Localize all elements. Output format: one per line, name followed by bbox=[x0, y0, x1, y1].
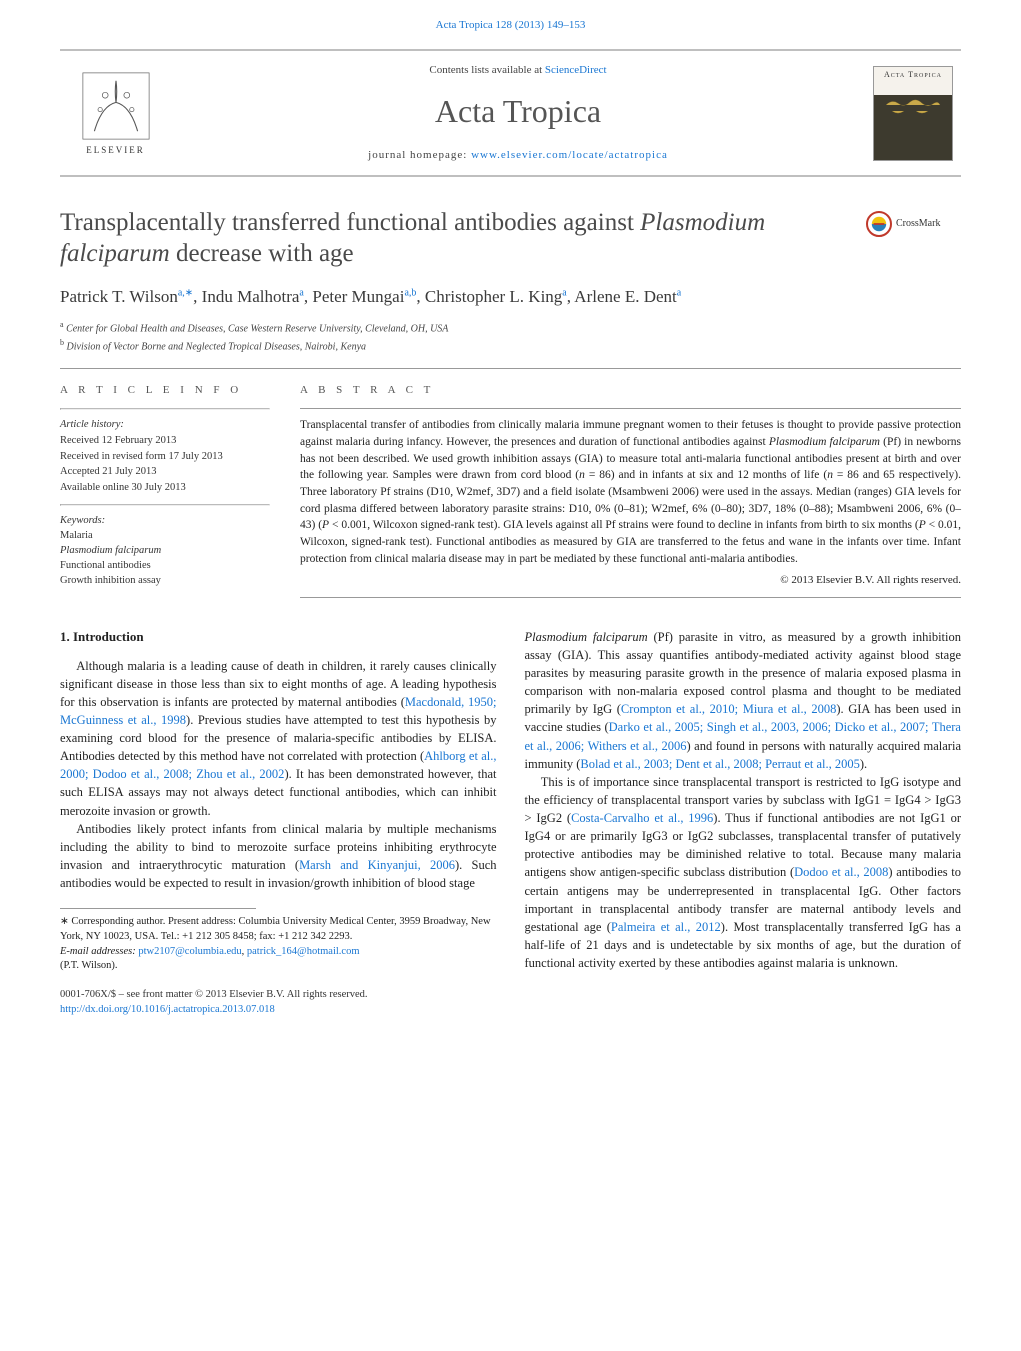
issn-line: 0001-706X/$ – see front matter © 2013 El… bbox=[60, 988, 961, 1003]
homepage-link[interactable]: www.elsevier.com/locate/actatropica bbox=[471, 149, 668, 161]
affiliation: b Division of Vector Borne and Neglected… bbox=[60, 337, 961, 354]
keywords-label: Keywords: bbox=[60, 514, 270, 529]
corresponding-author: ∗ Corresponding author. Present address:… bbox=[60, 915, 497, 944]
section-heading: 1. Introduction bbox=[60, 628, 497, 647]
abstract-text: Transplacental transfer of antibodies fr… bbox=[300, 417, 961, 567]
sciencedirect-link[interactable]: ScienceDirect bbox=[545, 64, 607, 76]
abstract: A B S T R A C T Transplacental transfer … bbox=[300, 383, 961, 598]
world-map-icon bbox=[883, 90, 943, 120]
citation-link[interactable]: Acta Tropica 128 (2013) 149–153 bbox=[436, 19, 586, 31]
article-info: A R T I C L E I N F O Article history: R… bbox=[60, 383, 270, 598]
doi-link[interactable]: http://dx.doi.org/10.1016/j.actatropica.… bbox=[60, 1004, 275, 1015]
footnotes: ∗ Corresponding author. Present address:… bbox=[60, 915, 497, 974]
contents-line: Contents lists available at ScienceDirec… bbox=[163, 63, 873, 78]
abstract-heading: A B S T R A C T bbox=[300, 383, 961, 398]
citation-line: Acta Tropica 128 (2013) 149–153 bbox=[0, 0, 1021, 41]
elsevier-text: ELSEVIER bbox=[86, 144, 145, 157]
journal-cover-title: Acta Tropica bbox=[884, 69, 942, 80]
email-link[interactable]: patrick_164@hotmail.com bbox=[247, 946, 360, 957]
homepage-prefix: journal homepage: bbox=[368, 149, 471, 161]
elsevier-logo: ELSEVIER bbox=[68, 66, 163, 161]
history-line: Accepted 21 July 2013 bbox=[60, 465, 270, 480]
paragraph: Antibodies likely protect infants from c… bbox=[60, 820, 497, 893]
crossmark-badge[interactable]: CrossMark bbox=[866, 211, 961, 237]
keyword: Plasmodium falciparum bbox=[60, 544, 270, 559]
affiliation: a Center for Global Health and Diseases,… bbox=[60, 319, 961, 336]
crossmark-icon bbox=[866, 211, 892, 237]
keyword: Functional antibodies bbox=[60, 559, 270, 574]
keyword: Malaria bbox=[60, 529, 270, 544]
history-line: Available online 30 July 2013 bbox=[60, 481, 270, 496]
paragraph: This is of importance since transplacent… bbox=[525, 773, 962, 972]
contents-prefix: Contents lists available at bbox=[429, 64, 544, 76]
article-title: Transplacentally transferred functional … bbox=[60, 207, 846, 270]
email-link[interactable]: ptw2107@columbia.edu bbox=[138, 946, 241, 957]
history-label: Article history: bbox=[60, 418, 270, 433]
journal-header: ELSEVIER Contents lists available at Sci… bbox=[60, 49, 961, 177]
divider bbox=[60, 368, 961, 369]
journal-cover: Acta Tropica bbox=[873, 66, 953, 161]
paragraph: Plasmodium falciparum (Pf) parasite in v… bbox=[525, 628, 962, 773]
email-line: E-mail addresses: ptw2107@columbia.edu, … bbox=[60, 945, 497, 960]
header-center: Contents lists available at ScienceDirec… bbox=[163, 63, 873, 163]
page-footer: 0001-706X/$ – see front matter © 2013 El… bbox=[60, 988, 961, 1017]
email-person: (P.T. Wilson). bbox=[60, 959, 497, 974]
body-text: 1. Introduction Although malaria is a le… bbox=[60, 628, 961, 974]
affiliations: a Center for Global Health and Diseases,… bbox=[60, 319, 961, 354]
homepage-line: journal homepage: www.elsevier.com/locat… bbox=[163, 148, 873, 163]
footnote-divider bbox=[60, 908, 256, 909]
history-line: Received in revised form 17 July 2013 bbox=[60, 450, 270, 465]
authors: Patrick T. Wilsona,∗, Indu Malhotraa, Pe… bbox=[60, 285, 961, 309]
copyright: © 2013 Elsevier B.V. All rights reserved… bbox=[300, 573, 961, 588]
history-line: Received 12 February 2013 bbox=[60, 434, 270, 449]
keyword: Growth inhibition assay bbox=[60, 574, 270, 589]
info-heading: A R T I C L E I N F O bbox=[60, 383, 270, 398]
crossmark-label: CrossMark bbox=[896, 217, 940, 231]
paragraph: Although malaria is a leading cause of d… bbox=[60, 657, 497, 820]
journal-name: Acta Tropica bbox=[163, 89, 873, 134]
